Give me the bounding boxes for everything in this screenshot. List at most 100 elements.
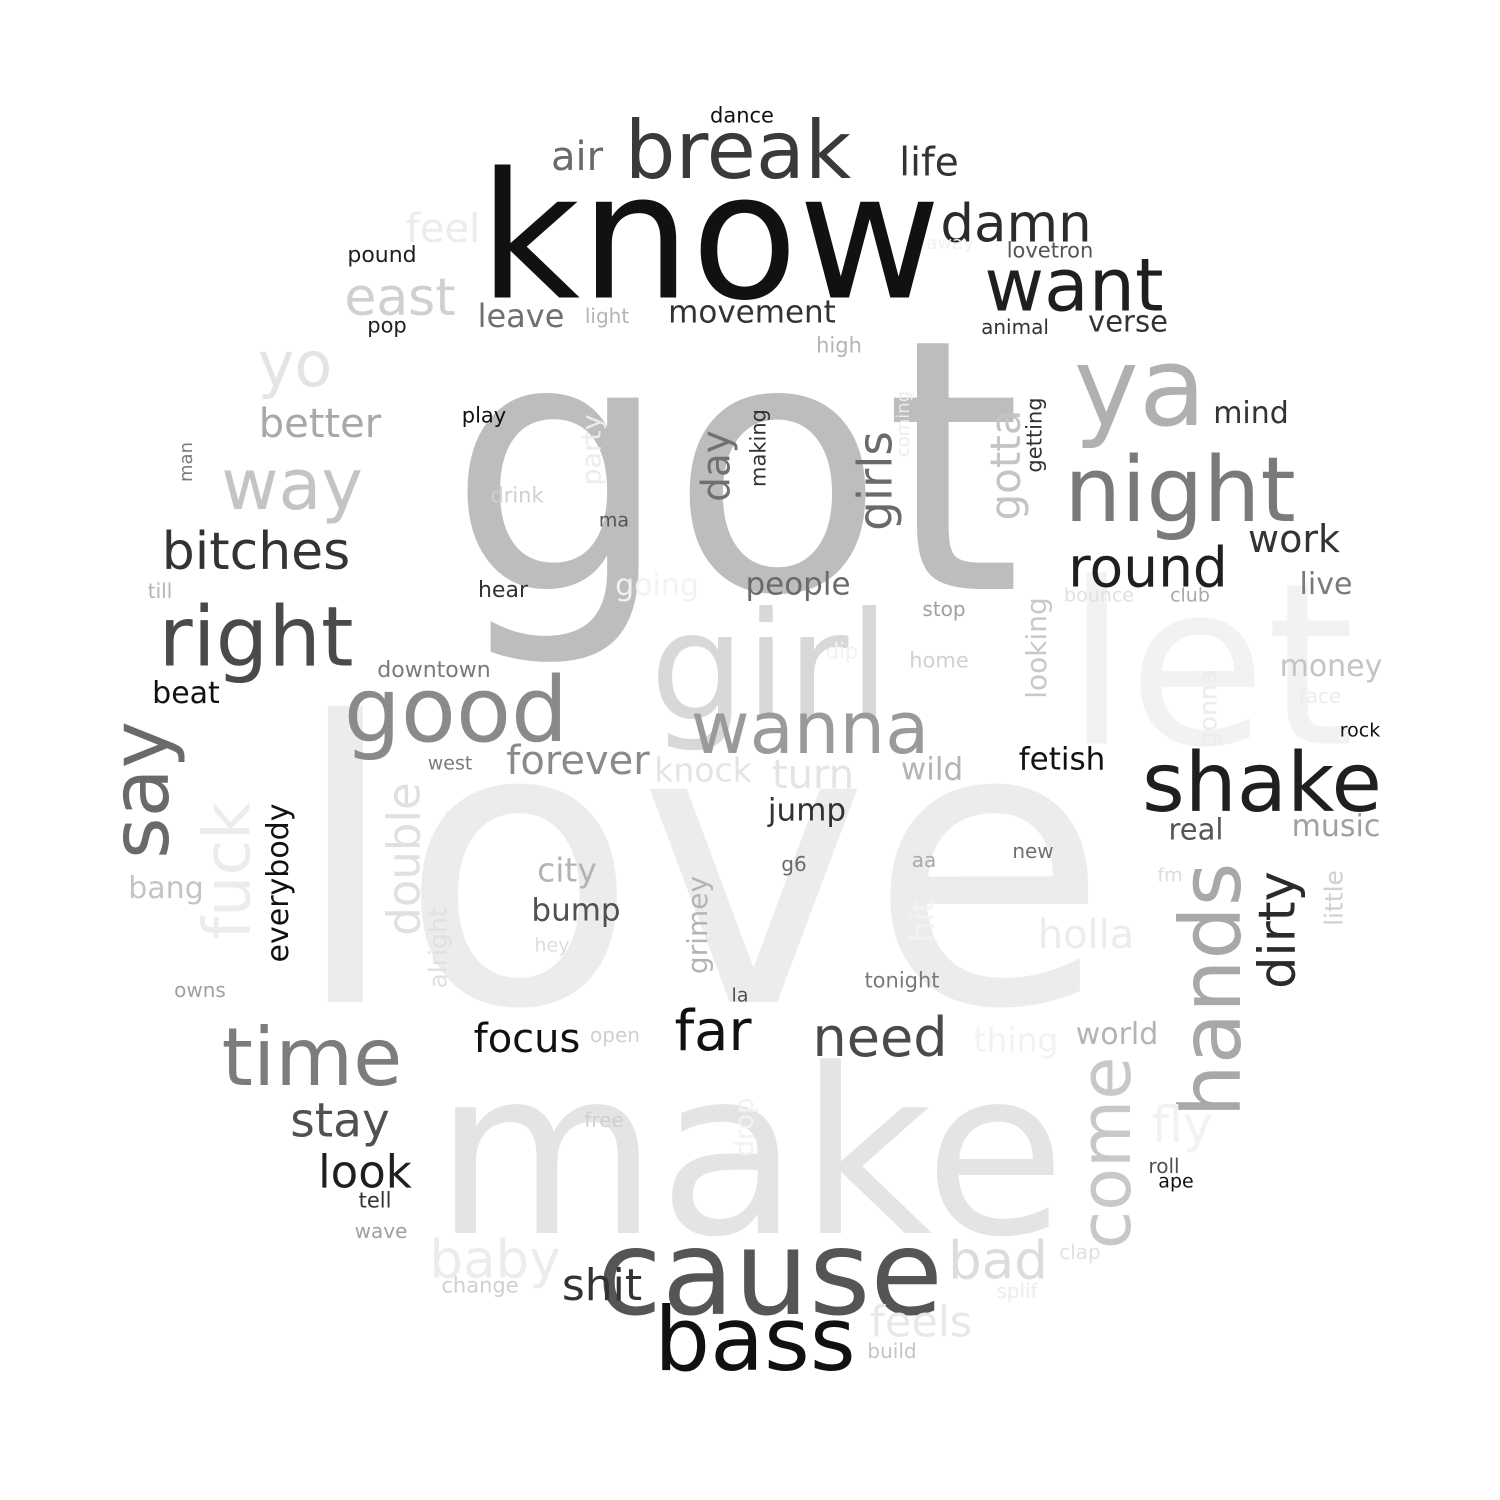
word-holla: holla [1037, 912, 1135, 958]
word-girl: girl [649, 581, 891, 755]
word-gonna: gonna [1193, 668, 1223, 748]
word-say: say [94, 720, 187, 860]
word-shake: shake [1142, 736, 1382, 831]
word-fuck: fuck [190, 802, 266, 940]
word-high: high [816, 333, 862, 358]
word-music: music [1291, 809, 1381, 844]
word-night: night [1064, 438, 1296, 543]
word-got: got [448, 264, 1022, 672]
word-wave: wave [354, 1219, 408, 1243]
word-new: new [1012, 839, 1054, 863]
word-stay: stay [290, 1093, 390, 1149]
word-east: east [344, 268, 456, 328]
word-man: man [176, 442, 197, 482]
word-movement: movement [668, 294, 836, 331]
word-bounce: bounce [1064, 584, 1134, 607]
word-open: open [590, 1023, 640, 1047]
word-hear: hear [477, 578, 529, 603]
word-g6: g6 [781, 852, 807, 876]
word-hit: hit [902, 899, 942, 943]
word-knock: knock [654, 750, 752, 790]
word-bad: bad [948, 1230, 1048, 1292]
word-face: face [1298, 684, 1342, 708]
word-damn: damn [940, 193, 1092, 255]
word-shit: shit [561, 1260, 643, 1311]
word-dip: dip [825, 639, 859, 664]
word-dirty: dirty [1248, 871, 1308, 989]
word-wild: wild [900, 751, 964, 788]
word-round: round [1068, 535, 1228, 600]
word-forever: forever [506, 738, 650, 784]
word-need: need [812, 1006, 948, 1069]
word-fetish: fetish [1018, 741, 1106, 778]
word-hands: hands [1162, 862, 1260, 1118]
word-bass: bass [654, 1288, 856, 1391]
word-roll: roll [1148, 1154, 1180, 1178]
word-mind: mind [1213, 396, 1289, 431]
word-dance: dance [710, 103, 774, 128]
word-alright: alright [423, 907, 453, 989]
word-day: day [694, 430, 740, 502]
word-west: west [427, 752, 473, 775]
word-focus: focus [473, 1016, 581, 1062]
word-club: club [1170, 584, 1210, 607]
word-love: love [291, 640, 1109, 1094]
word-thing: thing [973, 1020, 1059, 1060]
word-gotta: gotta [981, 409, 1030, 521]
word-feel: feel [405, 206, 481, 252]
word-tonight: tonight [864, 968, 940, 993]
word-jump: jump [767, 792, 847, 829]
word-yo: yo [257, 328, 333, 401]
word-life: life [899, 140, 959, 186]
word-real: real [1168, 812, 1224, 847]
word-bitches: bitches [161, 522, 351, 582]
word-till: till [147, 579, 173, 603]
word-build: build [867, 1339, 917, 1363]
word-animal: animal [981, 315, 1049, 339]
word-hey: hey [534, 934, 570, 957]
word-rock: rock [1339, 719, 1381, 742]
word-stop: stop [922, 597, 966, 621]
word-little: little [1319, 870, 1349, 926]
word-owns: owns [174, 978, 226, 1002]
word-double: double [377, 782, 431, 936]
word-away: away [926, 233, 974, 254]
word-turn: turn [771, 752, 855, 798]
word-break: break [624, 104, 852, 197]
word-ape: ape [1158, 1170, 1194, 1193]
word-em: em [443, 804, 475, 827]
word-bang: bang [128, 871, 204, 906]
word-work: work [1248, 517, 1340, 561]
word-better: better [258, 401, 382, 447]
word-pound: pound [347, 243, 417, 268]
word-feels: feels [869, 1297, 973, 1348]
word-party: party [576, 414, 608, 486]
word-verse: verse [1088, 304, 1168, 339]
word-fm: fm [1157, 864, 1183, 887]
word-world: world [1075, 1017, 1159, 1052]
word-looking: looking [1020, 597, 1053, 699]
word-bump: bump [531, 892, 621, 929]
word-grimey: grimey [681, 875, 714, 975]
word-ma: ma [598, 509, 630, 532]
word-lovetron: lovetron [1006, 238, 1094, 263]
word-la: la [731, 984, 749, 1007]
word-far: far [674, 999, 752, 1064]
word-beat: beat [152, 676, 220, 711]
word-way: way [221, 444, 363, 526]
word-change: change [441, 1273, 519, 1298]
word-splif: splif [996, 1279, 1038, 1303]
word-going: going [615, 568, 699, 603]
word-live: live [1299, 567, 1353, 602]
word-everybody: everybody [261, 803, 296, 963]
word-look: look [318, 1145, 412, 1199]
word-downtown: downtown [377, 658, 491, 683]
word-leave: leave [477, 297, 565, 335]
word-drop: drop [730, 1097, 760, 1157]
word-pop: pop [367, 313, 407, 338]
word-city: city [537, 850, 597, 890]
word-good: good [343, 658, 569, 763]
word-baby: baby [429, 1229, 561, 1291]
word-air: air [550, 134, 604, 180]
